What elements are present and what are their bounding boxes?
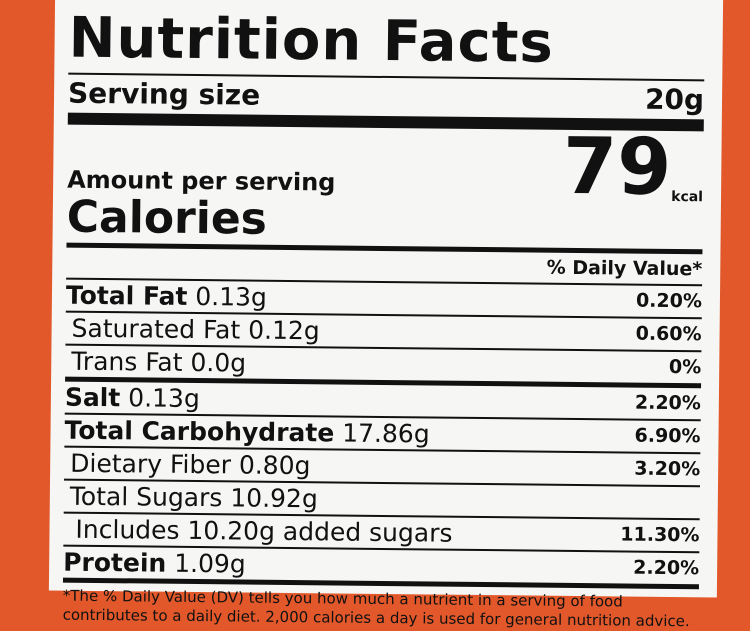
- footnote: *The % Daily Value (DV) tells you how mu…: [62, 586, 690, 631]
- nutrient-left: Total Fat 0.13g: [66, 280, 267, 313]
- nutrient-amount: 0.13g: [195, 282, 268, 312]
- nutrient-amount: 0.80g: [238, 450, 311, 481]
- nutrient-amount: 10.92g: [230, 483, 318, 514]
- nutrient-row: Includes 10.20g added sugars 11.30%: [63, 511, 700, 552]
- nutrient-row: Trans Fat 0.0g 0%: [65, 343, 702, 384]
- nutrient-left: Dietary Fiber 0.80g: [64, 448, 311, 482]
- calories-value: 79: [562, 121, 672, 213]
- nutrient-amount: 0.12g: [248, 315, 320, 346]
- nutrient-left: Saturated Fat 0.12g: [65, 313, 319, 347]
- nutrient-left: Total Sugars 10.92g: [64, 481, 318, 515]
- nutrient-rows: Total Fat 0.13g 0.20% Saturated Fat 0.12g 0…: [63, 277, 703, 585]
- nutrient-amount: 1.09g: [174, 548, 246, 579]
- daily-value: 6.90%: [634, 424, 701, 448]
- nutrient-left: Total Carbohydrate 17.86g: [64, 415, 429, 450]
- serving-value: 20g: [644, 82, 705, 117]
- nutrient-name: Protein: [63, 547, 167, 578]
- daily-value: 3.20%: [634, 457, 701, 481]
- daily-value: 2.20%: [634, 391, 701, 415]
- nutrient-name: Saturated Fat: [71, 313, 241, 345]
- calories-unit: kcal: [671, 188, 704, 206]
- page: Nutrition Facts Serving size 20g Amount …: [48, 0, 724, 631]
- nutrient-name: Salt: [64, 382, 121, 413]
- nutrient-row: Total Carbohydrate 17.86g 6.90%: [64, 412, 701, 453]
- nutrient-name: Includes 10.20g added sugars: [75, 514, 453, 548]
- nutrition-label: Nutrition Facts Serving size 20g Amount …: [48, 0, 724, 630]
- nutrient-left: Salt 0.13g: [65, 382, 200, 414]
- nutrient-name: Total Sugars: [69, 481, 223, 513]
- nutrient-amount: 17.86g: [342, 418, 430, 449]
- nutrient-row: Total Fat 0.13g 0.20%: [65, 277, 703, 318]
- nutrient-row: Dietary Fiber 0.80g 3.20%: [64, 445, 701, 486]
- title: Nutrition Facts: [68, 5, 555, 76]
- nutrient-amount: 0.13g: [128, 383, 200, 414]
- nutrient-row: Salt 0.13g 2.20%: [64, 376, 702, 420]
- nutrient-name: Dietary Fiber: [70, 448, 232, 480]
- nutrient-name: Trans Fat: [71, 346, 183, 377]
- nutrient-name: Total Carbohydrate: [64, 415, 335, 448]
- nutrient-row: Saturated Fat 0.12g 0.60%: [65, 310, 702, 351]
- daily-value: 0%: [668, 355, 702, 379]
- nutrient-row: Total Sugars 10.92g: [63, 478, 701, 519]
- nutrient-left: Includes 10.20g added sugars: [63, 514, 452, 549]
- daily-value: 11.30%: [620, 523, 700, 547]
- nutrient-left: Protein 1.09g: [63, 547, 246, 580]
- serving: Serving size 20g: [68, 75, 704, 120]
- daily-value: 0.60%: [635, 322, 702, 346]
- nutrient-left: Trans Fat 0.0g: [65, 346, 246, 379]
- daily-value: 2.20%: [633, 556, 700, 580]
- nutrient-amount: 0.0g: [190, 347, 247, 378]
- calories-block: Amount per serving Calories 79 kcal: [66, 121, 704, 250]
- daily-value: 0.20%: [635, 289, 703, 313]
- calories-label: Calories: [66, 191, 268, 245]
- nutrient-name: Total Fat: [65, 280, 188, 311]
- serving-label: Serving size: [67, 76, 261, 112]
- nutrient-row: Protein 1.09g 2.20%: [63, 544, 700, 585]
